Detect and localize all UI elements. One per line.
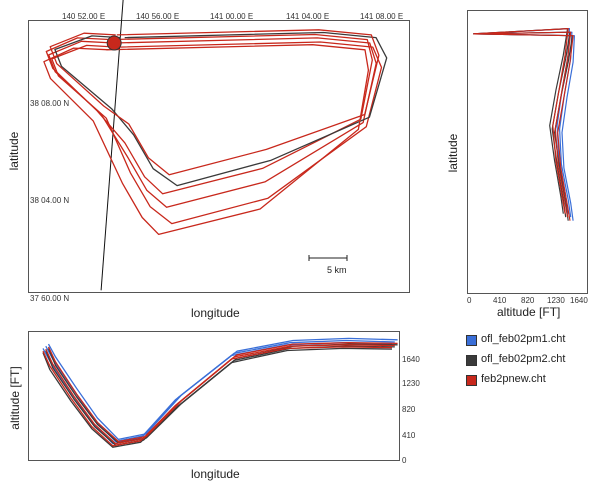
profile-x-tick: 1230	[547, 296, 565, 305]
map-x-tick: 140 52.00 E	[62, 12, 106, 21]
profile-x-tick: 820	[521, 296, 535, 305]
alt-y-axis-title: altitude [FT]	[8, 366, 22, 430]
altitude-series-line	[45, 339, 395, 443]
altitude-series-line	[47, 337, 398, 441]
profile-x-axis-title: altitude [FT]	[497, 305, 561, 319]
alt-y-tick: 820	[402, 405, 416, 414]
profile-series-line	[473, 31, 572, 218]
start-marker	[106, 35, 122, 51]
legend-item-ofl-feb02pm2: ofl_feb02pm2.cht	[466, 353, 596, 370]
track-lap	[45, 33, 373, 195]
profile-series-line	[473, 28, 569, 214]
legend-label: feb2pnew.cht	[481, 373, 546, 385]
track-lap	[49, 29, 380, 176]
map-y-axis-title: latitude	[7, 131, 21, 171]
profile-x-tick: 1640	[570, 296, 588, 305]
legend-label: ofl_feb02pm1.cht	[481, 333, 566, 345]
map-plot: 5 km	[43, 0, 388, 291]
legend-label: ofl_feb02pm2.cht	[481, 353, 566, 365]
altitude-series-line	[42, 347, 393, 448]
altitude-series-line	[45, 344, 395, 445]
profile-y-axis-title: latitude	[446, 133, 460, 173]
map-y-tick: 38 08.00 N	[30, 99, 70, 108]
altitude-series-line	[47, 343, 398, 444]
legend: ofl_feb02pm1.cht ofl_feb02pm2.cht feb2pn…	[466, 333, 596, 393]
altitude-series-line	[42, 346, 393, 447]
profile-x-tick: 410	[493, 296, 507, 305]
map-x-tick: 141 04.00 E	[286, 12, 330, 21]
profile-series-line	[473, 28, 571, 214]
map-x-tick: 141 08.00 E	[360, 12, 404, 21]
legend-item-ofl-feb02pm1: ofl_feb02pm1.cht	[466, 333, 596, 350]
track-lap	[48, 37, 377, 208]
track-lap	[51, 41, 383, 225]
map-x-tick: 141 00.00 E	[210, 12, 254, 21]
altitude-series-line	[42, 342, 393, 445]
alt-y-tick: 1230	[402, 379, 420, 388]
profile-panel	[467, 10, 588, 294]
map-y-tick: 37 60.00 N	[30, 294, 70, 303]
profile-x-tick: 0	[467, 296, 472, 305]
map-panel: 5 km	[28, 0, 410, 293]
legend-swatch	[466, 355, 477, 366]
reference-line	[100, 0, 124, 291]
map-y-tick: 38 04.00 N	[30, 196, 70, 205]
altitude-series-line	[47, 342, 398, 443]
map-x-tick: 140 56.00 E	[136, 12, 180, 21]
alt-y-tick: 1640	[402, 355, 420, 364]
altitude-panel	[28, 331, 400, 461]
legend-item-feb2pnew: feb2pnew.cht	[466, 373, 596, 390]
altitude-series-line	[45, 345, 395, 446]
profile-series-line	[474, 33, 574, 221]
alt-y-tick: 0	[402, 456, 407, 465]
scale-label: 5 km	[327, 265, 347, 275]
profile-series-line	[474, 33, 576, 221]
profile-series-line	[473, 28, 569, 214]
profile-series-line	[474, 33, 574, 221]
track-lap	[54, 31, 388, 187]
legend-swatch	[466, 335, 477, 346]
track-lap	[43, 44, 370, 236]
legend-swatch	[466, 375, 477, 386]
profile-series-line	[473, 31, 573, 218]
alt-y-tick: 410	[402, 431, 416, 440]
map-x-axis-title: longitude	[191, 306, 240, 320]
alt-x-axis-title: longitude	[191, 467, 240, 481]
altitude-plot	[42, 337, 398, 448]
profile-plot	[473, 28, 576, 221]
